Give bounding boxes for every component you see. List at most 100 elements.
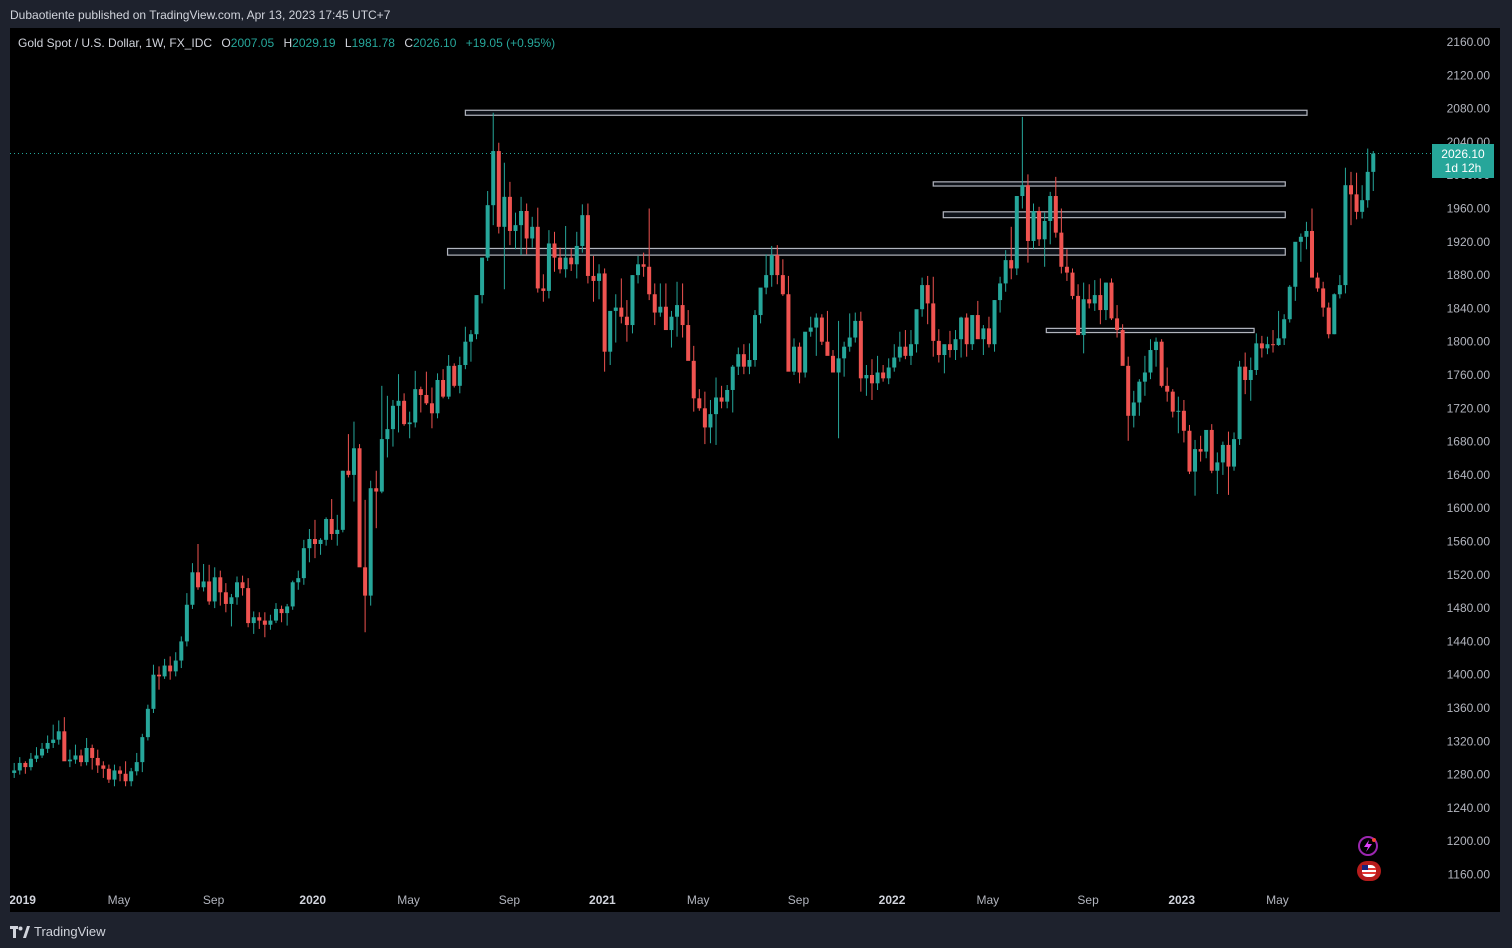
candle-body [869, 375, 874, 384]
candle-body [1014, 196, 1019, 269]
candle-body [708, 414, 713, 428]
candle-body [1204, 429, 1209, 452]
time-tick-label: Sep [499, 893, 521, 907]
candle-body [17, 762, 22, 771]
candle-body [374, 488, 379, 492]
candle-body [190, 572, 195, 605]
candle-body [340, 470, 345, 530]
horizontal-zone[interactable] [942, 211, 1286, 219]
price-tick-label: 1720.00 [1447, 401, 1491, 415]
candle-body [379, 439, 384, 492]
candle-body [201, 581, 206, 588]
time-tick-label: 2019 [10, 893, 36, 907]
time-tick-label: May [108, 893, 131, 907]
price-tick-label: 1920.00 [1447, 235, 1491, 249]
candle-body [251, 617, 256, 624]
candle-body [1003, 260, 1008, 284]
candle-body [1321, 288, 1326, 308]
candle-body [702, 408, 707, 428]
price-tick-label: 1760.00 [1447, 368, 1491, 382]
candle-body [1170, 391, 1175, 412]
candle-body [981, 328, 986, 340]
candle-body [830, 355, 835, 373]
publish-line: Dubaotiente published on TradingView.com… [10, 8, 391, 22]
candle-body [597, 273, 602, 281]
footer-bar: TradingView [0, 912, 1512, 948]
time-tick-label: 2023 [1168, 893, 1195, 907]
candle-body [246, 588, 251, 624]
candle-body [1276, 338, 1281, 346]
candle-body [140, 737, 145, 763]
candle-body [1337, 285, 1342, 295]
candle-body [725, 389, 730, 402]
price-tick-label: 1680.00 [1447, 435, 1491, 449]
candle-body [268, 620, 273, 625]
candle-body [897, 346, 902, 358]
candle-body [1226, 444, 1231, 467]
candle-body [513, 225, 518, 231]
candle-body [1304, 230, 1309, 237]
chart-frame[interactable]: 1160.00 1200.00 1240.00 1280.00 1320.00 1360.… [10, 28, 1500, 912]
candle-body [1120, 330, 1125, 366]
candle-body [335, 529, 340, 535]
candle-body [1293, 241, 1298, 287]
candle-body [357, 448, 362, 568]
candle-body [808, 327, 813, 332]
candlestick-chart[interactable]: 1160.00 1200.00 1240.00 1280.00 1320.00 1360.… [10, 28, 1500, 912]
candle-body [240, 582, 245, 589]
candle-body [285, 606, 290, 614]
horizontal-zone[interactable] [446, 247, 1286, 256]
candle-body [296, 578, 301, 583]
candle-body [207, 581, 212, 602]
candle-body [1031, 210, 1036, 241]
time-tick-label: Sep [1077, 893, 1099, 907]
open-value: 2007.05 [230, 36, 275, 50]
close-label: C [404, 36, 413, 50]
candle-body [452, 365, 457, 386]
candle-body [1081, 299, 1086, 336]
candle-body [151, 674, 156, 709]
price-tick-label: 1200.00 [1447, 834, 1491, 848]
time-tick-label: May [977, 893, 1000, 907]
candle-body [324, 519, 329, 540]
candle-body [1282, 319, 1287, 339]
candle-body [814, 317, 819, 328]
candle-body [301, 548, 306, 579]
price-tick-label: 1640.00 [1447, 468, 1491, 482]
candle-body [1137, 381, 1142, 403]
candle-body [1025, 185, 1030, 241]
candle-body [747, 360, 752, 367]
horizontal-zone[interactable] [464, 109, 1308, 116]
candle-body [920, 285, 925, 310]
lightning-icon[interactable] [1358, 836, 1378, 856]
time-axis[interactable]: 2019 May Sep 2020 May Sep 2021 May Sep 2022 May Sep… [10, 893, 1289, 907]
candle-body [435, 379, 440, 414]
tradingview-brand[interactable]: TradingView [10, 924, 106, 939]
candle-body [619, 307, 624, 317]
price-tick-label: 1960.00 [1447, 202, 1491, 216]
candle-body [1087, 299, 1092, 304]
horizontal-zones[interactable] [446, 109, 1308, 334]
candle-body [218, 577, 223, 593]
candle-body [1237, 366, 1242, 440]
candle-body [1326, 307, 1331, 335]
candle-body [112, 770, 117, 780]
candle-body [942, 344, 947, 356]
candle-body [541, 288, 546, 291]
candle-body [402, 400, 407, 425]
candle-body [196, 572, 201, 588]
candle-body [624, 316, 629, 326]
us-flag-icon[interactable] [1357, 861, 1381, 881]
candle-body [162, 665, 167, 677]
horizontal-zone[interactable] [932, 181, 1286, 187]
time-tick-label: 2022 [879, 893, 906, 907]
horizontal-zone[interactable] [1045, 327, 1255, 334]
candle-body [62, 731, 67, 762]
candle-body [947, 344, 952, 351]
candle-body [1020, 185, 1025, 197]
candle-body [418, 389, 423, 395]
candle-body [585, 215, 590, 276]
candle-body [786, 294, 791, 372]
high-label: H [283, 36, 293, 50]
candle-body [1053, 196, 1058, 233]
